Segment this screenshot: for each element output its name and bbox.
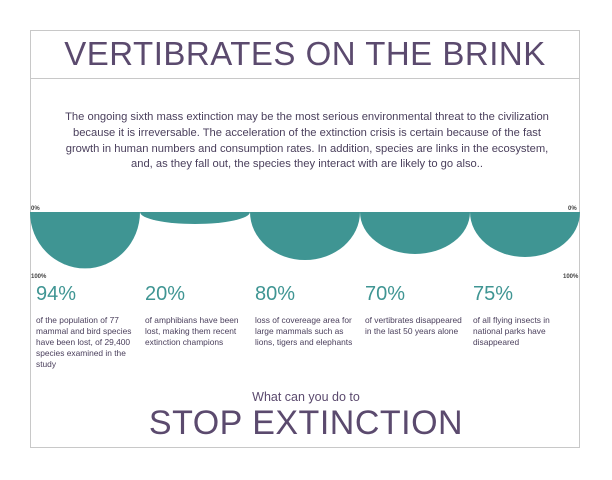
stat-value-2: 20% [145, 283, 186, 305]
bowl-4 [360, 212, 470, 254]
axis-bottom-left-label: 100% [31, 274, 47, 280]
bowl-3 [250, 212, 360, 260]
bowl-5 [470, 212, 580, 257]
title-box: VERTIBRATES ON THE BRINK [30, 30, 580, 79]
stat-description-2: of amphibians have been lost, making the… [145, 315, 239, 347]
call-to-action: What can you do to [252, 390, 360, 404]
intro-text: The ongoing sixth mass extinction may be… [65, 111, 549, 171]
bowl-1 [30, 212, 140, 269]
bowl-2 [140, 212, 250, 224]
stat-description-3: loss of covereage area for large mammals… [255, 315, 353, 347]
stat-value-5: 75% [473, 283, 514, 305]
infographic-frame [30, 30, 580, 448]
axis-top-left-label: 0% [31, 206, 40, 212]
axis-top-right-label: 0% [568, 206, 577, 212]
stop-extinction-heading: STOP EXTINCTION [148, 404, 464, 442]
axis-bottom-right-label: 100% [563, 274, 579, 280]
stat-value-4: 70% [365, 283, 406, 305]
page-title: VERTIBRATES ON THE BRINK [64, 35, 546, 72]
stat-description-1: of the population of 77 mammal and bird … [36, 315, 132, 369]
stat-description-4: of vertibrates disappeared in the last 5… [365, 315, 462, 336]
stat-description-5: of all flying insects in national parks … [473, 315, 550, 347]
stat-value-3: 80% [255, 283, 296, 305]
stat-value-1: 94% [36, 283, 77, 305]
